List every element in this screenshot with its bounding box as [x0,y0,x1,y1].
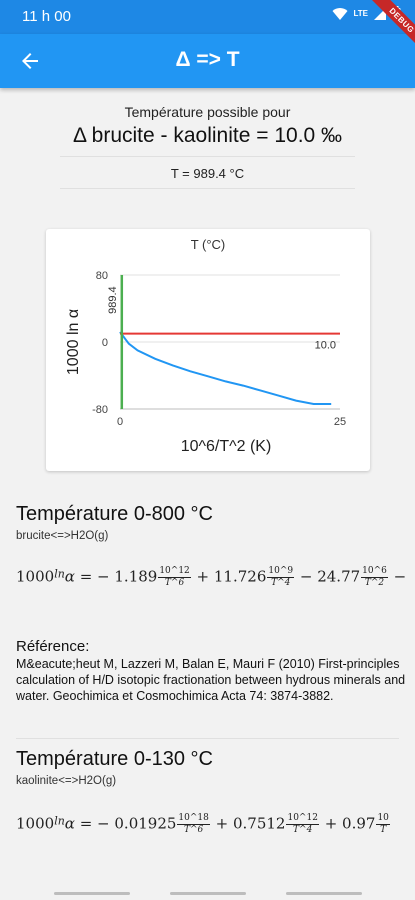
chart-hline-label: 10.0 [315,340,336,352]
section-title-brucite: Température 0-800 °C [16,503,213,525]
section-subtitle-brucite: brucite<=>H2O(g) [16,530,109,542]
formula-kaolinite: 1000lnα = − 0.01925 10^18 T^6 + 0.7512 10^1… [16,813,391,836]
status-time: 11 h 00 [22,8,71,25]
formula-fraction: 10^9 T^4 [267,566,295,588]
formula-lhs: 1000 [16,567,55,586]
formula-brucite: 1000lnα = − 1.189 10^12 T^6 + 11.726 10^9 T^… [16,566,406,589]
formula-ln: ln [54,814,65,828]
chart-card: T (°C) 1000 ln α 10^6/T^2 (K) 80 0 -80 0 25 1… [46,229,370,471]
formula-fraction: 10^18 T^6 [177,813,210,835]
formula-fraction: 10^12 T^6 [158,566,191,588]
back-arrow-icon[interactable] [18,49,42,73]
formula-lhs: 1000 [16,814,55,833]
formula-term: − 24.77 [295,567,361,586]
formula-term: − [388,567,407,586]
formula-fraction: 10^6 T^2 [361,566,388,588]
divider [16,738,399,739]
divider [60,156,355,157]
result-headline: Δ brucite - kaolinite = 10.0 ‰ [72,124,343,147]
wifi-icon [332,7,348,20]
network-type-label: LTE [353,9,368,18]
app-bar: Δ => T [0,34,415,88]
section-title-kaolinite: Température 0-130 °C [16,748,213,770]
chart-series-line [119,331,332,405]
chart-y-axis-label: 1000 ln α [65,309,82,375]
section-subtitle-kaolinite: kaolinite<=>H2O(g) [16,775,117,787]
reference-label: Référence: [16,638,90,655]
formula-ln: ln [54,567,65,581]
debug-banner-label: DEBUG [364,0,415,58]
chart: T (°C) 1000 ln α 10^6/T^2 (K) 80 0 -80 0 25 1… [65,237,346,455]
nav-indicator[interactable] [54,892,130,895]
debug-banner: DEBUG [355,0,415,60]
chart-vline-label: 989.4 [107,286,119,314]
chart-y-tick-label: 80 [96,270,108,282]
result-temperature: T = 989.4 °C [170,166,245,181]
nav-indicator[interactable] [286,892,362,895]
formula-term: = − 0.01925 [74,814,177,833]
reference-text: M&eacute;heut M, Lazzeri M, Balan E, Mau… [16,657,406,703]
chart-y-tick-label: 0 [102,337,108,349]
chart-x-tick-label: 0 [117,416,123,428]
divider [60,188,355,189]
chart-x-tick-label: 25 [334,416,346,428]
result-subtitle: Température possible pour [124,104,291,120]
status-bar: 11 h 00 LTE [0,0,415,34]
formula-term: + 0.7512 [210,814,286,833]
formula-term: + 11.726 [191,567,267,586]
formula-alpha: α [64,567,75,586]
formula-fraction: 10^12 T^4 [286,813,319,835]
chart-x-axis-label: 10^6/T^2 (K) [181,438,272,455]
nav-indicator[interactable] [170,892,246,895]
system-nav-bar [0,890,415,900]
chart-y-tick-label: -80 [92,404,108,416]
formula-alpha: α [64,814,75,833]
chart-title: T (°C) [191,237,226,252]
app-title: Δ => T [175,48,240,71]
formula-term: + 0.97 [319,814,376,833]
formula-fraction: 10 T [376,813,390,835]
content[interactable]: Température possible pour Δ brucite - ka… [0,88,415,890]
formula-term: = − 1.189 [74,567,158,586]
